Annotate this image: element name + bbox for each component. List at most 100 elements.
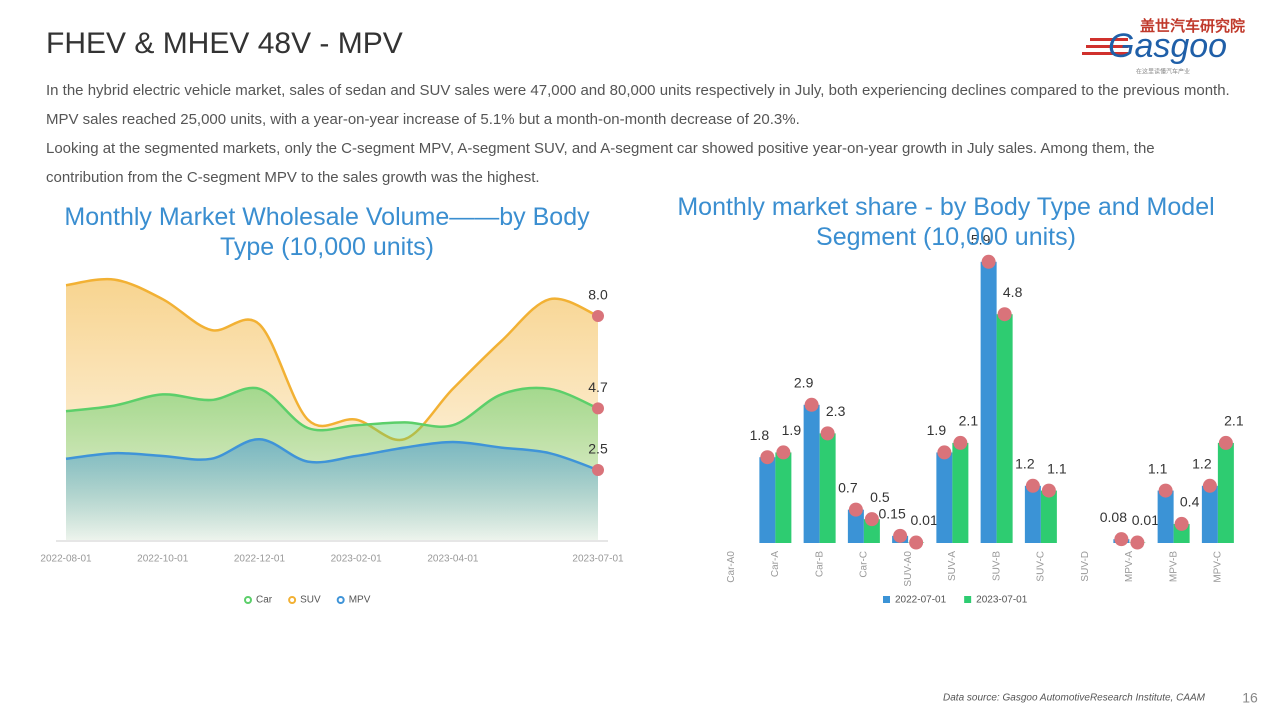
bar-marker	[760, 450, 775, 465]
x-tick-label: SUV-A	[947, 551, 958, 581]
value-label: 0.15	[879, 506, 906, 522]
x-tick-label: 2022-10-01	[137, 554, 189, 565]
value-label: 0.01	[1132, 512, 1159, 528]
value-label: 1.1	[1047, 460, 1067, 476]
x-tick-label: SUV-B	[991, 551, 1002, 581]
bar-marker	[909, 535, 924, 550]
point	[592, 402, 604, 415]
bar-marker	[1174, 516, 1189, 531]
legend-label: SUV	[300, 595, 321, 606]
bar-marker	[820, 426, 835, 441]
bar	[952, 442, 969, 543]
value-label: 0.08	[1100, 509, 1127, 525]
value-label: 4.7	[588, 379, 608, 395]
x-tick-label: SUV-D	[1080, 551, 1091, 582]
bar	[819, 433, 836, 543]
paragraphs: In the hybrid electric vehicle market, s…	[46, 76, 1236, 192]
paragraph: Looking at the segmented markets, only t…	[46, 140, 1155, 186]
bar	[1217, 442, 1234, 543]
bar-marker	[997, 307, 1012, 322]
value-label: 1.9	[927, 422, 947, 438]
x-tick-label: MPV-A	[1124, 551, 1135, 582]
x-tick-label: 2022-08-01	[40, 554, 92, 565]
legend-label: MPV	[349, 595, 371, 606]
area	[66, 439, 598, 540]
bar	[803, 404, 820, 543]
value-label: 0.4	[1180, 494, 1200, 510]
bar-marker	[981, 254, 996, 269]
value-label: 1.2	[1192, 456, 1212, 472]
point	[592, 310, 604, 322]
value-label: 2.3	[826, 403, 846, 419]
line	[65, 437, 599, 472]
logo-stripe	[1082, 52, 1128, 55]
x-tick-label: Car-A	[770, 551, 781, 577]
legend-label: 2023-07-01	[976, 595, 1028, 606]
x-tick-label: Car-C	[859, 551, 870, 578]
bar-marker	[804, 397, 819, 412]
bar	[863, 519, 880, 543]
bar-marker	[1114, 532, 1129, 547]
bar-marker	[848, 502, 863, 517]
x-tick-label: 2023-07-01	[572, 554, 624, 565]
x-tick-label: Car-B	[814, 551, 825, 577]
value-label: 1.9	[782, 422, 802, 438]
line	[65, 277, 599, 442]
bar	[1201, 485, 1218, 543]
value-label: 2.1	[959, 413, 979, 429]
bar	[847, 509, 864, 543]
bar	[759, 457, 776, 543]
logo-tagline: 在这里读懂汽车产业	[1136, 68, 1190, 76]
x-tick-label: MPV-B	[1168, 551, 1179, 582]
chart-title: Monthly market share - by Body Type and …	[677, 193, 1215, 251]
legend-marker	[964, 596, 972, 603]
value-label: 2.9	[794, 374, 814, 390]
legend-marker	[244, 596, 252, 604]
value-label: 1.8	[750, 427, 770, 443]
line	[65, 386, 599, 432]
legend-label: Car	[256, 595, 273, 606]
bar-marker	[1041, 483, 1056, 498]
bar-marker	[953, 435, 968, 450]
legend-label: 2022-07-01	[895, 595, 947, 606]
bar	[996, 314, 1013, 543]
bar	[1157, 490, 1174, 543]
bar-marker	[864, 512, 879, 527]
value-label: 2.5	[588, 441, 608, 457]
bar	[775, 452, 792, 543]
bar-marker	[937, 445, 952, 460]
x-tick-label: 2023-02-01	[331, 554, 383, 565]
value-label: 1.1	[1148, 460, 1168, 476]
bar	[1040, 490, 1057, 543]
page-number: 16	[1242, 690, 1258, 706]
bar	[980, 261, 997, 543]
value-label: 0.7	[838, 479, 858, 495]
bar	[1024, 485, 1041, 543]
legend-marker	[336, 596, 345, 604]
value-label: 8.0	[588, 287, 608, 303]
value-label: 5.9	[971, 231, 991, 247]
source: Data source: Gasgoo AutomotiveResearch I…	[943, 693, 1206, 704]
bar-marker	[1218, 435, 1233, 450]
point	[592, 464, 604, 476]
bar-marker	[893, 528, 908, 543]
value-label: 2.1	[1224, 413, 1244, 429]
logo-stripe	[1090, 38, 1128, 41]
x-tick-label: 2022-12-01	[234, 554, 286, 565]
paragraph: In the hybrid electric vehicle market, s…	[46, 82, 1230, 128]
x-tick-label: 2023-04-01	[427, 554, 479, 565]
value-label: 4.8	[1003, 284, 1023, 300]
bar-marker	[1158, 483, 1173, 498]
bar-marker	[1130, 535, 1145, 550]
x-tick-label: Car-A0	[726, 551, 737, 583]
logo-stripe	[1086, 45, 1128, 48]
value-label: 0.01	[911, 512, 938, 528]
x-tick-label: MPV-C	[1213, 551, 1224, 583]
bar-marker	[1202, 478, 1217, 493]
logo-name: 盖世汽车研究院	[1140, 17, 1245, 35]
bar-marker	[776, 445, 791, 460]
chart-title: Monthly Market Wholesale Volume——by Body…	[64, 203, 590, 261]
x-tick-label: SUV-C	[1036, 551, 1047, 582]
